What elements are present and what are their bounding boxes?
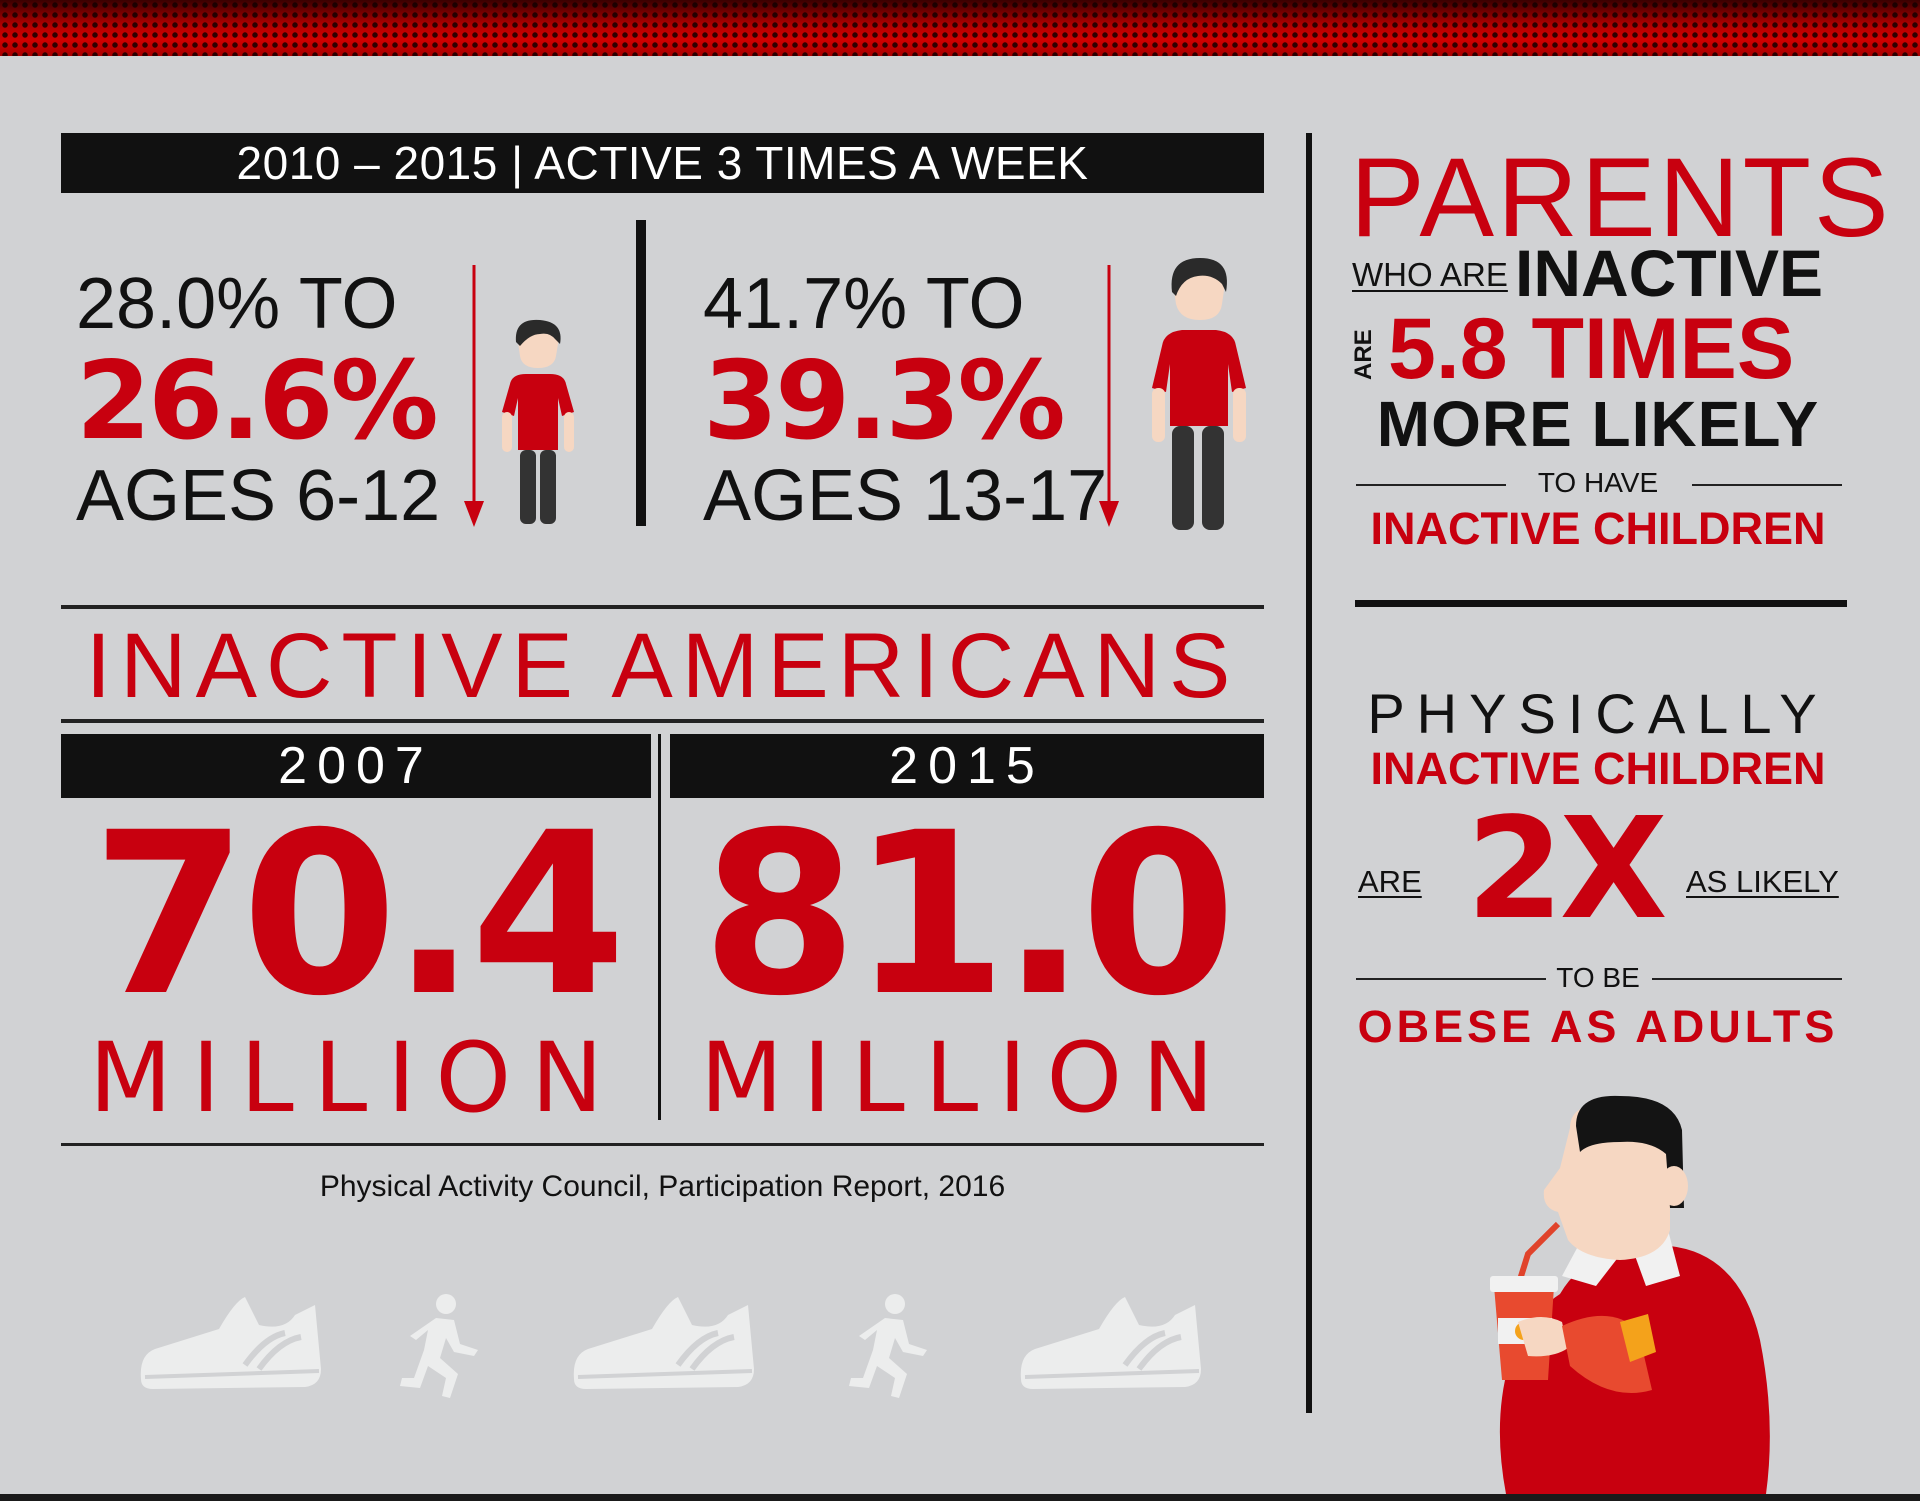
section-rule <box>61 605 1264 609</box>
section-rule <box>61 1143 1264 1146</box>
value-2015: 81.0 <box>701 784 1237 1045</box>
inactive-americans-title: INACTIVE AMERICANS <box>85 615 1240 717</box>
year-2007-label: 2007 <box>278 737 434 795</box>
teens-to-rate: 39.3% <box>703 339 1066 464</box>
year-divider <box>658 734 661 1120</box>
inactive-word: INACTIVE <box>1515 236 1824 310</box>
unit-2015: MILLION <box>700 1022 1234 1134</box>
to-be-label: TO BE <box>1556 962 1640 993</box>
who-are-label: WHO ARE <box>1352 256 1508 293</box>
parents-title: PARENTS <box>1350 135 1892 260</box>
rule-right <box>1692 484 1842 486</box>
year-2015-header: 2015 <box>670 734 1264 798</box>
period-banner: 2010 – 2015 | ACTIVE 3 TIMES A WEEK <box>61 133 1264 193</box>
to-have-label: TO HAVE <box>1537 467 1659 498</box>
runner-icon <box>400 1294 478 1398</box>
value-2007: 70.4 <box>91 784 627 1045</box>
sneaker-icon <box>140 1297 321 1389</box>
teens-age-range: AGES 13-17 <box>703 456 1108 536</box>
boy-icon <box>502 319 574 524</box>
section-rule <box>61 719 1264 723</box>
bottom-band <box>0 1494 1920 1501</box>
runner-icon <box>849 1294 927 1398</box>
teens-from-rate: 41.7% TO <box>703 264 1025 344</box>
rule-left <box>1356 484 1506 486</box>
year-2015-label: 2015 <box>889 737 1045 795</box>
are-vertical-label: ARE <box>1350 329 1377 380</box>
period-banner-text: 2010 – 2015 | ACTIVE 3 TIMES A WEEK <box>236 137 1089 189</box>
unit-2007: MILLION <box>89 1022 623 1134</box>
top-pattern-band <box>0 0 1920 56</box>
rule-left <box>1356 978 1546 980</box>
kids-from-rate: 28.0% TO <box>76 264 398 344</box>
kids-stat: 28.0% TO 26.6% AGES 6-12 <box>76 268 440 532</box>
physically-label: PHYSICALLY <box>1367 682 1829 745</box>
sneaker-icon <box>1020 1297 1201 1389</box>
more-likely-label: MORE LIKELY <box>1376 388 1820 460</box>
multiplier-value: 2X <box>1466 788 1667 951</box>
are-label: ARE <box>1358 864 1422 899</box>
physically-inactive-children: INACTIVE CHILDREN <box>1370 743 1826 794</box>
decline-arrow-icon <box>464 265 484 527</box>
kids-age-range: AGES 6-12 <box>76 456 441 536</box>
stats-divider <box>636 220 646 526</box>
obese-as-adults-label: OBESE AS ADULTS <box>1357 1001 1839 1052</box>
sneaker-icon <box>573 1297 754 1389</box>
column-divider <box>1306 133 1312 1413</box>
inactive-children-label: INACTIVE CHILDREN <box>1370 503 1826 554</box>
as-likely-label: AS LIKELY <box>1686 864 1839 899</box>
decline-arrow-icon <box>1099 265 1119 527</box>
teens-stat: 41.7% TO 39.3% AGES 13-17 <box>703 268 1107 532</box>
year-2007-header: 2007 <box>61 734 651 798</box>
source-citation: Physical Activity Council, Participation… <box>319 1170 1006 1203</box>
kids-to-rate: 26.6% <box>76 339 439 464</box>
panel-separator <box>1355 600 1847 607</box>
man-drinking-soda-illustration <box>1490 1095 1770 1494</box>
teen-icon <box>1152 258 1246 530</box>
times-value: 5.8 TIMES <box>1388 301 1795 397</box>
rule-right <box>1652 978 1842 980</box>
